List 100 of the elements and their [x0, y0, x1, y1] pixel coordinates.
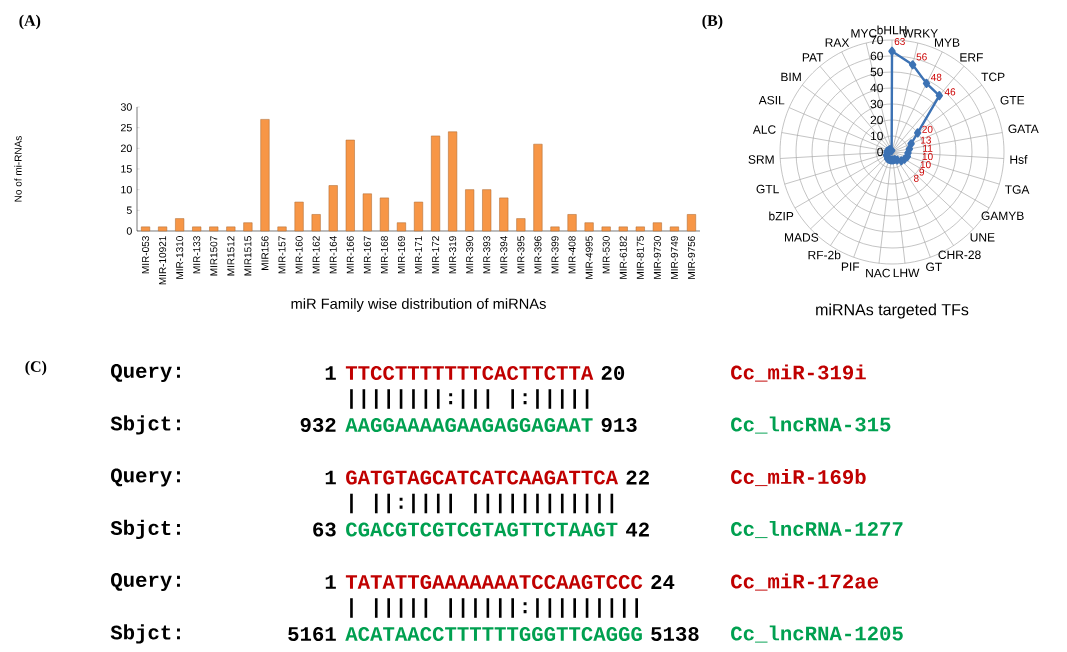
- text: (C): [25, 360, 47, 376]
- spoke-label: GATA: [1008, 124, 1039, 134]
- text: Query:: [111, 468, 180, 487]
- text: Sbjct:: [110, 519, 180, 540]
- text: 913: [601, 417, 637, 433]
- y-tick-label: 0: [877, 147, 883, 157]
- x-tick-label: MIR-395: [517, 236, 525, 274]
- text: Cc_miR-172ae: [731, 573, 879, 591]
- spoke-label: CHR-28: [938, 250, 981, 260]
- x-tick-label: MIR-4995: [585, 236, 593, 279]
- x-tick-label: MIR-1310: [176, 236, 184, 279]
- x-tick-label: MIR-6182: [619, 236, 627, 279]
- data-label: 46: [944, 88, 956, 96]
- text: 1: [325, 470, 336, 485]
- text: Cc_miR-319i: [731, 364, 866, 382]
- spoke-label: MYB: [934, 38, 960, 47]
- data-label: 48: [930, 73, 942, 81]
- spoke-label: PAT: [802, 53, 824, 62]
- x-tick-label: MIR-133: [193, 236, 201, 274]
- text: 42: [626, 522, 649, 537]
- x-tick-label: MIR-530: [602, 236, 610, 274]
- x-tick-label: MIR-408: [568, 236, 576, 274]
- text: | ||:|||| ||||||||||||: [350, 493, 614, 514]
- text: GATGTAGCATCATCAAGATTCA: [346, 470, 619, 485]
- text: | ||||| ||||||:|||||||||: [350, 598, 638, 618]
- spoke-label: GAMYB: [981, 211, 1024, 221]
- y-tick-label: 40: [870, 83, 883, 93]
- x-tick-label: MIR-399: [551, 236, 559, 274]
- y-tick-label: 10: [870, 131, 883, 141]
- spoke-label: RAX: [825, 38, 850, 47]
- y-tick-label: 30: [870, 99, 883, 109]
- spoke-label: ERF: [960, 53, 983, 62]
- x-tick-label: MIR-394: [500, 235, 508, 274]
- text: 20: [601, 365, 625, 381]
- text: 63: [313, 522, 336, 537]
- text: Query:: [111, 572, 180, 592]
- chart-title: (A): [19, 14, 41, 30]
- x-tick-label: MIR-393: [483, 236, 491, 274]
- x-tick-label: MIR1507: [210, 236, 218, 276]
- x-axis-title: miR Family wise distribution of miRNAs: [291, 298, 546, 312]
- y-tick-label: 25: [120, 123, 132, 132]
- data-label: 8: [913, 174, 919, 182]
- text: 932: [300, 417, 336, 433]
- text: 5161: [288, 626, 336, 642]
- data-label: 63: [894, 37, 905, 46]
- text: miRNAs targeted TFs: [816, 303, 969, 319]
- text: Cc_lncRNA-1277: [731, 520, 903, 539]
- x-tick-label: MIR-166: [346, 236, 354, 274]
- text: ACATAACCTTTTTTGGGTTCAGGG: [345, 626, 642, 642]
- y-tick-label: 15: [121, 165, 132, 173]
- x-tick-label: MIR-396: [534, 236, 542, 274]
- text: CGACGTCGTCGTAGTTCTAAGT: [346, 522, 618, 537]
- y-axis-title: No of mi-RNAs: [14, 136, 22, 202]
- text: Sbjct:: [110, 624, 180, 644]
- x-tick-label: MIR-168: [380, 236, 388, 274]
- y-tick-label: 10: [121, 185, 132, 194]
- x-tick-label: MIR1515: [244, 236, 252, 276]
- spoke-label: bZIP: [769, 211, 794, 221]
- x-tick-label: MIR-053: [142, 236, 150, 274]
- spoke-label: UNE: [970, 233, 995, 242]
- text: AAGGAAAAGAAGAGGAGAAT: [345, 417, 593, 433]
- text: Sbjct:: [110, 415, 180, 435]
- y-tick-label: 20: [870, 115, 883, 125]
- y-tick-label: 20: [120, 144, 132, 153]
- text: Cc_lncRNA-1205: [731, 625, 903, 643]
- spoke-label: TCP: [981, 72, 1005, 82]
- x-tick-label: MIR-157: [278, 236, 286, 274]
- x-tick-label: MIR-164: [329, 235, 337, 274]
- y-tick-label: 5: [126, 206, 132, 215]
- data-label: 10: [920, 161, 931, 169]
- y-tick-label: 0: [126, 227, 132, 235]
- spoke-label: NAC: [866, 268, 891, 278]
- x-tick-label: MIR-319: [449, 236, 457, 274]
- x-tick-label: MIR-160: [295, 236, 303, 274]
- text: 5138: [651, 626, 699, 642]
- data-label: 10: [922, 153, 933, 161]
- text: TTCCTTTTTTTCACTTCTTA: [345, 365, 594, 381]
- x-tick-label: MIR-9749: [670, 236, 678, 279]
- text: 24: [651, 575, 675, 589]
- text: ||||||||:||| |:|||||: [350, 389, 589, 409]
- x-tick-label: MIR-8175: [636, 236, 644, 279]
- spoke-label: BIM: [781, 72, 801, 82]
- x-tick-label: MIR-169: [397, 236, 405, 274]
- spoke-label: MADS: [785, 233, 819, 242]
- x-tick-label: MIR-9756: [687, 236, 696, 279]
- x-tick-label: MIR-9730: [653, 236, 661, 279]
- y-tick-label: 50: [870, 67, 883, 77]
- data-label: 56: [916, 53, 927, 61]
- y-tick-label: 60: [870, 51, 883, 61]
- spoke-label: ASIL: [758, 95, 785, 105]
- spoke-label: GT: [926, 262, 942, 272]
- spoke-label: RF-2b: [808, 250, 841, 260]
- spoke-label: SRM: [748, 155, 774, 164]
- x-tick-label: MIR156: [261, 236, 269, 270]
- x-tick-label: MIR-167: [363, 236, 371, 274]
- y-tick-label: 30: [120, 103, 132, 111]
- data-label: 20: [922, 125, 933, 133]
- spoke-label: GTE: [1000, 95, 1025, 105]
- text: 1: [325, 575, 336, 589]
- spoke-label: TGA: [1005, 185, 1030, 194]
